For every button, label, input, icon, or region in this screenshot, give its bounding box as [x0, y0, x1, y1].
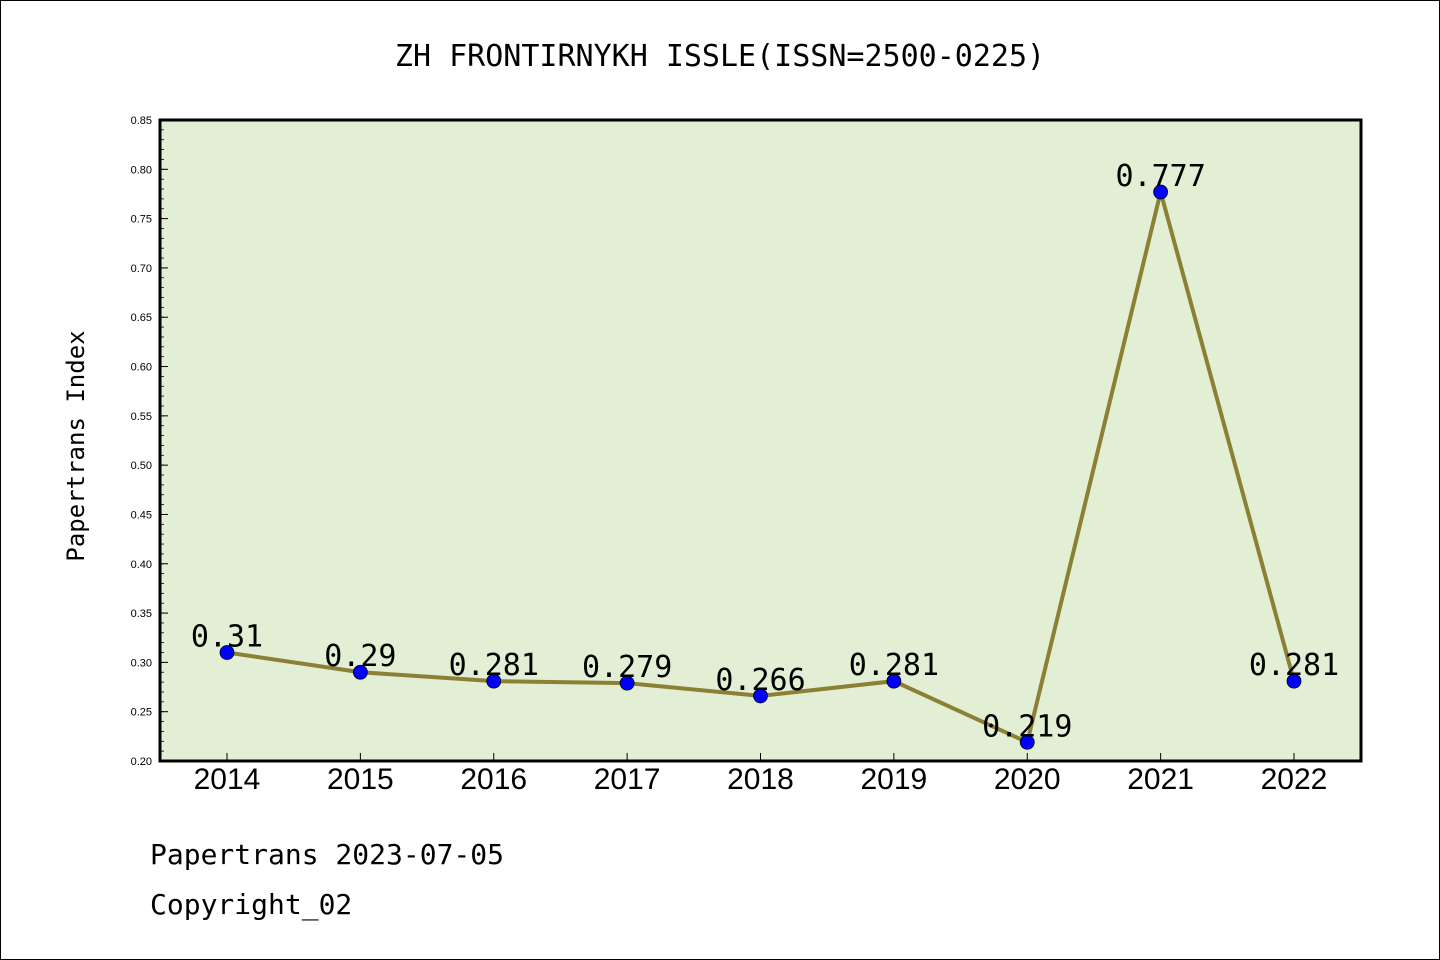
footer-date: Papertrans 2023-07-05: [150, 838, 504, 871]
x-tick-label: 2021: [1127, 763, 1194, 796]
data-point: [753, 688, 768, 704]
y-tick-label: 0.80: [131, 164, 152, 176]
x-tick-label: 2016: [460, 763, 527, 796]
y-tick-label: 0.65: [131, 312, 152, 324]
y-tick-label: 0.40: [131, 559, 152, 571]
y-axis-label: Papertrans Index: [62, 330, 90, 561]
y-tick-label: 0.25: [131, 707, 152, 719]
y-tick-label: 0.30: [131, 657, 152, 669]
data-point: [886, 673, 902, 689]
x-tick-label: 2014: [194, 763, 261, 796]
y-tick-label: 0.35: [131, 608, 152, 620]
y-tick-label: 0.50: [131, 460, 152, 472]
y-tick-label: 0.70: [131, 263, 152, 275]
y-tick-label: 0.85: [131, 115, 152, 127]
data-point: [486, 673, 502, 689]
data-label: 0.777: [1115, 159, 1205, 194]
y-tick-label: 0.60: [131, 362, 152, 374]
data-point: [1019, 734, 1035, 750]
data-label: 0.219: [982, 709, 1072, 744]
chart-title: ZH FRONTIRNYKH ISSLE(ISSN=2500-0225): [395, 39, 1045, 74]
data-series: 0.31 0.29 0.281 0.279 0.266 0.281 0.219 0.777 0.…: [191, 159, 1339, 750]
x-tick-label: 2022: [1261, 763, 1328, 796]
x-axis: 2014 2015 2016 2017 2018 2019 2020 2021 2022: [194, 753, 1328, 796]
data-label: 0.281: [1249, 648, 1339, 683]
x-tick-label: 2015: [327, 763, 394, 796]
data-label: 0.281: [449, 648, 539, 683]
x-tick-label: 2018: [727, 763, 794, 796]
y-tick-label: 0.45: [131, 509, 152, 521]
data-point: [619, 675, 635, 691]
data-label: 0.279: [582, 650, 672, 685]
data-point: [352, 664, 368, 680]
y-tick-label: 0.55: [131, 411, 152, 423]
footer-copyright: Copyright_02: [150, 888, 352, 922]
x-tick-label: 2017: [594, 763, 661, 796]
y-tick-label: 0.75: [131, 214, 152, 226]
plot-area: [158, 118, 1363, 763]
data-label: 0.266: [715, 663, 805, 698]
data-point: [1286, 673, 1302, 689]
data-label: 0.281: [849, 648, 939, 683]
x-tick-label: 2020: [994, 763, 1061, 796]
data-label: 0.29: [324, 639, 396, 674]
data-point: [1153, 184, 1169, 200]
x-tick-label: 2019: [861, 763, 928, 796]
y-tick-label: 0.20: [131, 756, 152, 768]
y-axis: 0.20 0.25 0.30 0.35 0.40 0.45 0.50 0.55 0.60 0.65…: [131, 115, 168, 768]
data-point: [219, 645, 235, 660]
data-label: 0.31: [191, 620, 263, 655]
